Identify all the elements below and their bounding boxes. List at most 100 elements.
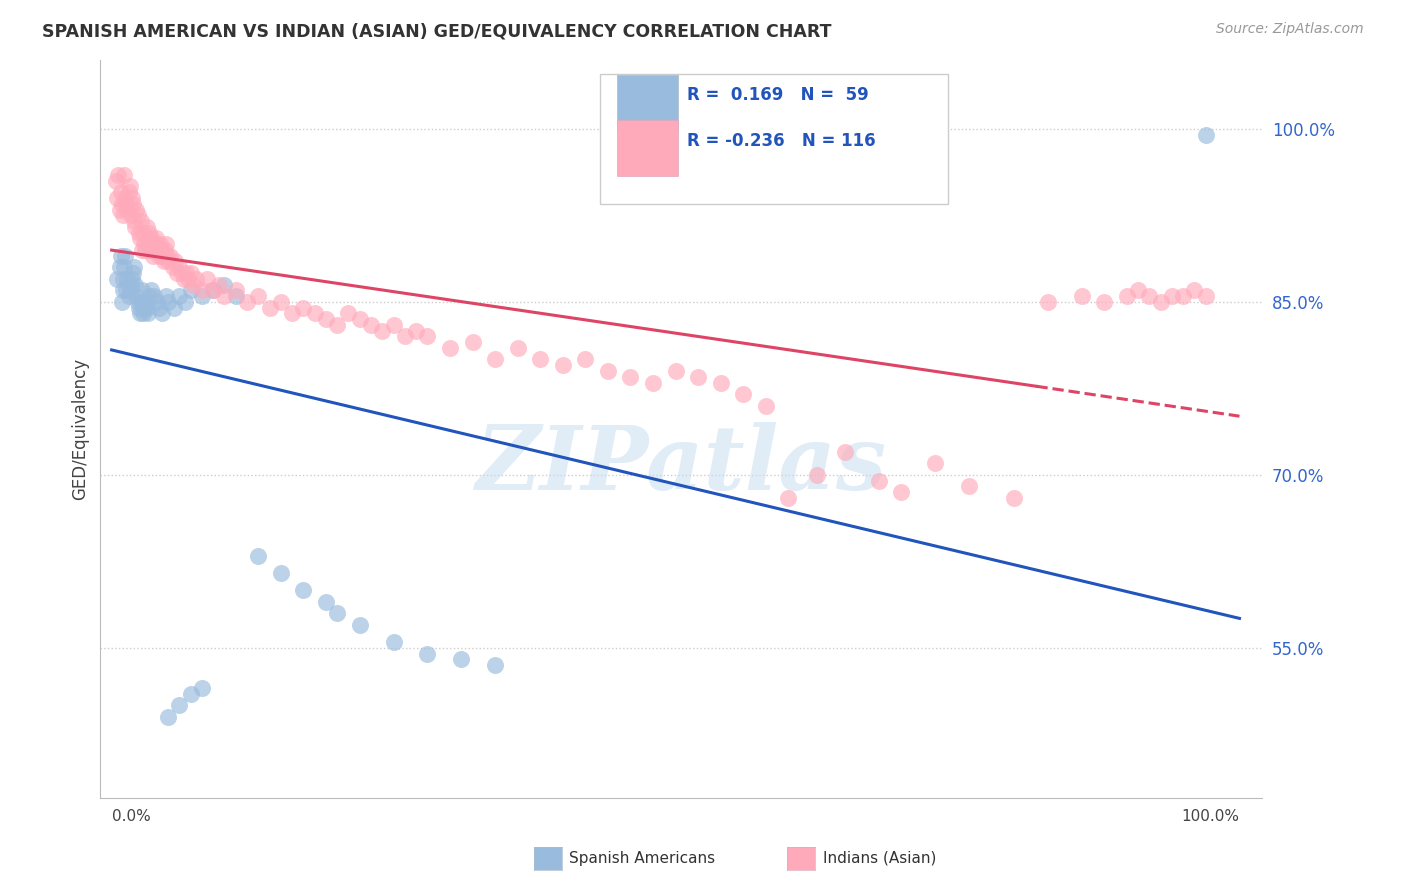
Point <box>117 202 139 217</box>
Point <box>292 583 315 598</box>
Point <box>169 698 191 713</box>
Point <box>134 243 156 257</box>
Point <box>484 658 506 673</box>
Point <box>405 324 427 338</box>
Point <box>181 277 204 292</box>
Point <box>115 283 138 297</box>
Point <box>135 219 157 234</box>
Point <box>1115 289 1137 303</box>
Point <box>1149 294 1171 309</box>
Point <box>138 289 160 303</box>
Text: Spanish Americans: Spanish Americans <box>569 851 716 865</box>
Point <box>150 243 173 257</box>
Point <box>108 202 131 217</box>
Point <box>143 289 166 303</box>
Point <box>162 260 184 275</box>
Point <box>326 606 349 620</box>
Point <box>924 456 946 470</box>
Point <box>259 301 281 315</box>
Point <box>111 271 134 285</box>
Point <box>416 647 439 661</box>
Point <box>394 329 416 343</box>
Point <box>117 289 139 303</box>
Point <box>890 485 912 500</box>
Point <box>169 289 191 303</box>
FancyBboxPatch shape <box>617 75 678 130</box>
Point <box>450 652 472 666</box>
Point <box>127 294 149 309</box>
Point <box>128 226 150 240</box>
Text: R =  0.169   N =  59: R = 0.169 N = 59 <box>688 86 869 104</box>
Point <box>214 289 236 303</box>
Point <box>135 301 157 315</box>
FancyBboxPatch shape <box>600 74 949 203</box>
Point <box>136 237 159 252</box>
Point <box>191 681 214 696</box>
Point <box>146 243 169 257</box>
Point <box>360 318 382 332</box>
Point <box>247 549 270 563</box>
Point <box>177 271 200 285</box>
Point <box>202 283 225 297</box>
Point <box>117 271 139 285</box>
Point <box>111 196 134 211</box>
Point <box>834 444 856 458</box>
Point <box>131 243 153 257</box>
Point <box>108 260 131 275</box>
Point <box>529 352 551 367</box>
Point <box>755 399 778 413</box>
Point <box>112 168 135 182</box>
Point <box>281 306 304 320</box>
Point <box>236 294 259 309</box>
Point <box>132 226 155 240</box>
Point <box>382 635 405 649</box>
Point <box>111 283 134 297</box>
Point <box>145 237 167 252</box>
Point <box>139 231 162 245</box>
Point <box>150 249 173 263</box>
Point <box>349 312 371 326</box>
Point <box>121 271 143 285</box>
Point <box>128 301 150 315</box>
Point <box>128 306 150 320</box>
Point <box>169 260 191 275</box>
Point <box>149 237 172 252</box>
Text: Source: ZipAtlas.com: Source: ZipAtlas.com <box>1216 22 1364 37</box>
Text: SPANISH AMERICAN VS INDIAN (ASIAN) GED/EQUIVALENCY CORRELATION CHART: SPANISH AMERICAN VS INDIAN (ASIAN) GED/E… <box>42 22 832 40</box>
Point <box>506 341 529 355</box>
Point <box>1070 289 1092 303</box>
Text: 100.0%: 100.0% <box>1181 809 1240 824</box>
Point <box>180 283 202 297</box>
Point <box>461 335 484 350</box>
Point <box>121 191 143 205</box>
Point <box>416 329 439 343</box>
Text: R = -0.236   N = 116: R = -0.236 N = 116 <box>688 132 876 150</box>
Point <box>143 243 166 257</box>
Point <box>619 369 641 384</box>
Point <box>118 283 141 297</box>
Point <box>152 254 174 268</box>
Point <box>107 168 129 182</box>
Point <box>1036 294 1059 309</box>
Point <box>270 294 292 309</box>
Point <box>174 294 197 309</box>
Point <box>125 202 148 217</box>
FancyBboxPatch shape <box>617 120 678 176</box>
Point <box>142 249 165 263</box>
Point <box>115 196 138 211</box>
Point <box>150 306 173 320</box>
Point <box>191 283 214 297</box>
Point <box>112 260 135 275</box>
Point <box>596 364 619 378</box>
Point <box>157 710 180 724</box>
Point <box>778 491 800 505</box>
Point <box>153 243 176 257</box>
Point <box>163 301 186 315</box>
Point <box>174 266 197 280</box>
Y-axis label: GED/Equivalency: GED/Equivalency <box>72 358 89 500</box>
Point <box>166 266 188 280</box>
Point <box>120 208 142 222</box>
Point <box>148 249 170 263</box>
Point <box>1160 289 1182 303</box>
Point <box>118 179 141 194</box>
